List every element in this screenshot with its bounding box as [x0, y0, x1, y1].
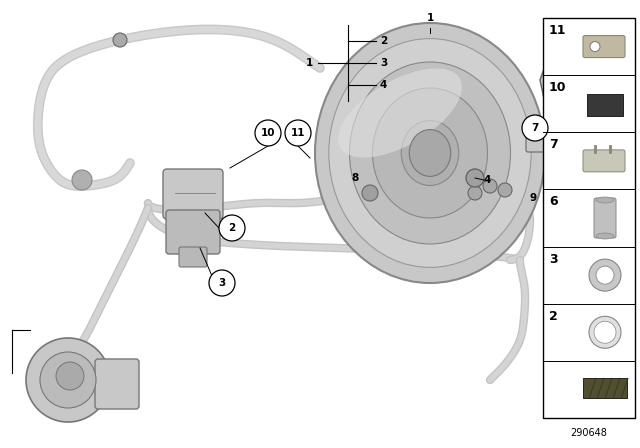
FancyBboxPatch shape	[166, 210, 220, 254]
Circle shape	[72, 170, 92, 190]
Circle shape	[209, 270, 235, 296]
Text: 2: 2	[228, 223, 236, 233]
Circle shape	[498, 183, 512, 197]
Ellipse shape	[410, 129, 451, 177]
Circle shape	[26, 338, 110, 422]
Circle shape	[590, 42, 600, 52]
Polygon shape	[540, 58, 582, 116]
FancyBboxPatch shape	[583, 35, 625, 58]
Text: 1: 1	[306, 58, 313, 68]
Ellipse shape	[401, 121, 459, 185]
Text: 3: 3	[380, 58, 387, 68]
FancyBboxPatch shape	[526, 136, 552, 152]
FancyBboxPatch shape	[594, 198, 616, 238]
Text: 4: 4	[484, 175, 492, 185]
Text: 6: 6	[568, 141, 575, 151]
Circle shape	[546, 129, 564, 147]
Ellipse shape	[329, 39, 531, 267]
Text: 5: 5	[555, 45, 563, 55]
Circle shape	[594, 321, 616, 343]
Text: 6: 6	[549, 195, 557, 208]
Text: 9: 9	[530, 193, 537, 203]
Text: 7: 7	[549, 138, 557, 151]
FancyBboxPatch shape	[583, 379, 627, 398]
FancyBboxPatch shape	[583, 150, 625, 172]
Circle shape	[589, 316, 621, 348]
Text: 10: 10	[260, 128, 275, 138]
Text: 3: 3	[549, 253, 557, 266]
FancyBboxPatch shape	[179, 247, 207, 267]
FancyBboxPatch shape	[95, 359, 139, 409]
Text: 2: 2	[549, 310, 557, 323]
Circle shape	[362, 185, 378, 201]
Circle shape	[468, 186, 482, 200]
Circle shape	[466, 169, 484, 187]
Ellipse shape	[596, 197, 614, 203]
Ellipse shape	[315, 23, 545, 283]
FancyBboxPatch shape	[163, 169, 223, 219]
Circle shape	[40, 352, 96, 408]
Text: 2: 2	[380, 36, 387, 46]
Text: 11: 11	[549, 24, 566, 37]
Circle shape	[56, 362, 84, 390]
Text: 10: 10	[549, 81, 566, 94]
Circle shape	[255, 120, 281, 146]
Circle shape	[596, 266, 614, 284]
Text: 290648: 290648	[571, 428, 607, 438]
Circle shape	[550, 82, 566, 98]
Circle shape	[219, 215, 245, 241]
Ellipse shape	[372, 88, 488, 218]
Circle shape	[483, 179, 497, 193]
Ellipse shape	[349, 62, 511, 244]
Ellipse shape	[596, 233, 614, 239]
Circle shape	[113, 33, 127, 47]
Circle shape	[522, 115, 548, 141]
Circle shape	[589, 259, 621, 291]
Ellipse shape	[338, 69, 462, 158]
Circle shape	[285, 120, 311, 146]
Bar	[587, 94, 623, 116]
Bar	[543, 18, 635, 418]
Text: 1: 1	[426, 13, 434, 23]
Text: 3: 3	[218, 278, 226, 288]
Text: 8: 8	[351, 173, 358, 183]
Text: 11: 11	[291, 128, 305, 138]
Text: 7: 7	[531, 123, 539, 133]
Text: 4: 4	[380, 80, 387, 90]
